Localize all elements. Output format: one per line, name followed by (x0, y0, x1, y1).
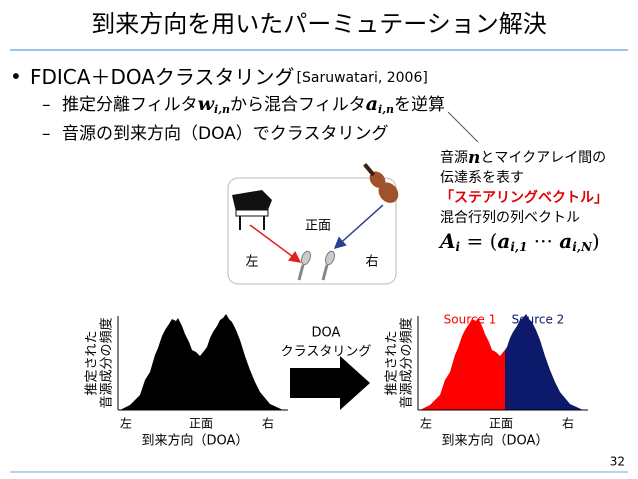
front-label: 正面 (305, 219, 331, 234)
x-label: 到来方向（DOA） (442, 433, 549, 449)
process-arrow (290, 356, 370, 410)
math: w (198, 93, 215, 115)
legend-source2: Source 2 (512, 313, 565, 327)
math: n (468, 148, 480, 168)
math-sub: i,1 (510, 240, 527, 254)
math-sub: i,N (572, 240, 593, 254)
math: = ( (460, 229, 497, 253)
bullet-marker: • (10, 65, 22, 89)
sub-bullet: 音源の到来方向（DOA）でクラスタリング (62, 124, 388, 144)
math-sub: i,n (214, 103, 230, 116)
dash: – (42, 124, 51, 144)
x-tick-label: 右 (262, 416, 274, 431)
x-tick-label: 右 (562, 416, 574, 431)
sub-bullet: 推定分離フィルタwi,nから混合フィルタai,nを逆算 (62, 93, 445, 116)
histogram-mixed (120, 314, 283, 410)
text: 音源 (440, 149, 468, 166)
histogram-source2 (505, 314, 583, 410)
x-tick-label: 正面 (189, 417, 213, 431)
math: a (366, 93, 378, 115)
arrow-label: DOA (312, 326, 341, 341)
math-sub: i (456, 240, 461, 254)
citation: [Saruwatari, 2006] (297, 70, 428, 86)
microphones (297, 250, 335, 281)
arrow-source2 (333, 204, 384, 250)
math: a (497, 229, 510, 253)
right-label: 右 (365, 255, 378, 270)
legend-source1: Source 1 (444, 313, 497, 327)
x-tick-label: 左 (120, 416, 132, 431)
text: 推定分離フィルタ (62, 95, 198, 115)
bullet-text: FDICA＋DOAクラスタリング (30, 65, 295, 89)
dash: – (42, 95, 51, 115)
x-label: 到来方向（DOA） (142, 433, 249, 449)
arrow-label: クラスタリング (281, 345, 372, 360)
text: から混合フィルタ (230, 95, 366, 115)
math: A (438, 229, 456, 253)
note-line: 混合行列の列ベクトル (440, 210, 580, 226)
y-label: 推定された (385, 330, 400, 395)
math: ) (592, 229, 600, 253)
y-label: 音源成分の頻度 (399, 317, 415, 408)
note-line: 音源nとマイクアレイ間の (440, 148, 606, 168)
histogram-source1 (420, 318, 505, 410)
note-line: 伝達系を表す (440, 170, 524, 186)
math-sub: i,n (378, 103, 394, 116)
callout-line (447, 111, 479, 143)
left-label: 左 (245, 255, 258, 270)
arrow-source1 (249, 224, 302, 263)
title: 到来方向を用いたパーミュテーション解決 (91, 10, 547, 38)
text: とマイクアレイ間の (480, 150, 606, 166)
bullet: FDICA＋DOAクラスタリング [Saruwatari, 2006] (30, 65, 428, 89)
piano (232, 190, 272, 230)
y-label: 音源成分の頻度 (99, 317, 115, 408)
y-label: 推定された (85, 330, 100, 395)
violin (363, 163, 399, 203)
math: ··· (527, 229, 559, 253)
text: を逆算 (394, 95, 445, 115)
math: a (559, 229, 572, 253)
page-number: 32 (610, 455, 625, 469)
formula: Ai = (ai,1 ··· ai,N) (438, 229, 600, 254)
x-tick-label: 左 (420, 416, 432, 431)
x-tick-label: 正面 (489, 417, 513, 431)
note-highlight: 「ステアリングベクトル」 (440, 189, 608, 206)
